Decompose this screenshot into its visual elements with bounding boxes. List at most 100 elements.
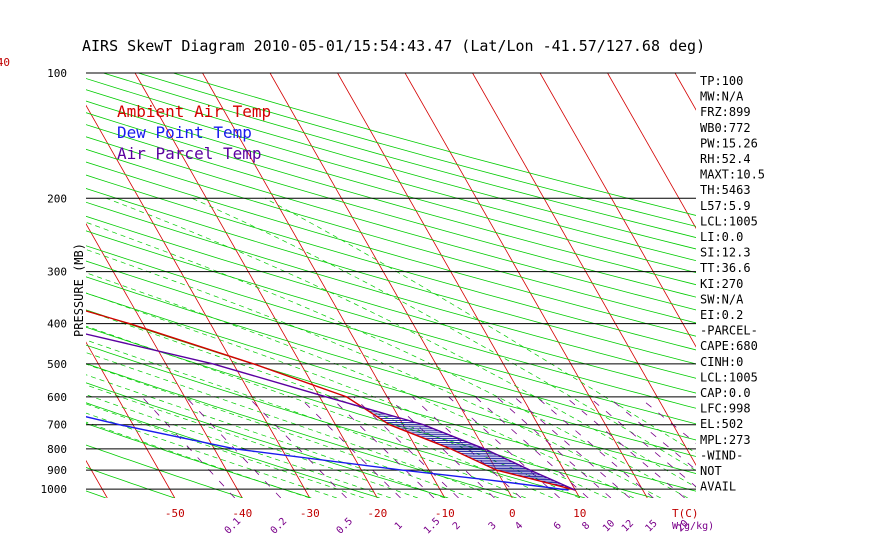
dry-adiabat-line — [86, 245, 696, 425]
isobar-layer — [86, 72, 696, 490]
bottom-temp-tick-label: -10 — [435, 507, 455, 520]
pressure-tick-label: 700 — [47, 419, 67, 432]
dry-adiabat-line — [86, 124, 696, 298]
moist-adiabat-line — [86, 412, 337, 498]
dry-adiabat-line — [86, 100, 696, 273]
dew-point-temp-line — [86, 416, 569, 491]
stability-index-label: CAP:0.0 — [700, 386, 751, 400]
stability-index-label: MW:N/A — [700, 90, 744, 104]
stability-index-label: LCL:1005 — [700, 214, 758, 228]
stability-index-label: CAPE:680 — [700, 339, 758, 353]
mixing-ratio-line — [536, 396, 654, 498]
bottom-temp-tick-label: -20 — [367, 507, 387, 520]
stability-index-label: L57:5.9 — [700, 199, 751, 213]
moist-adiabat-line — [191, 197, 696, 472]
mixing-ratio-line — [247, 396, 347, 498]
dry-adiabat-line — [86, 136, 696, 311]
stability-index-label: LI:0.0 — [700, 230, 743, 244]
mixing-ratio-tick-label: 0.5 — [335, 516, 356, 537]
dry-adiabat-line — [86, 276, 696, 457]
dry-adiabat-line — [86, 174, 696, 351]
stability-index-label: RH:52.4 — [700, 152, 751, 166]
pressure-tick-label: 600 — [47, 391, 67, 404]
stability-index-label: MAXT:10.5 — [700, 168, 765, 182]
ambient-air-temp-line — [86, 310, 576, 491]
isotherm-line — [607, 73, 696, 230]
dry-adiabat-line — [86, 363, 517, 498]
isotherm-line — [472, 73, 696, 466]
mixing-ratio-tick-label: 3 — [487, 520, 499, 532]
bottom-temp-tick-label: -30 — [300, 507, 320, 520]
legend-entry: Dew Point Temp — [117, 123, 252, 142]
stability-index-label: CINH:0 — [700, 355, 743, 369]
stability-index-label: EI:0.2 — [700, 308, 743, 322]
mixing-ratio-line — [185, 396, 282, 498]
dry-adiabat-line — [86, 423, 312, 498]
moist-adiabat-line — [86, 421, 310, 498]
isotherm-line — [86, 459, 108, 498]
pressure-tick-label: 100 — [47, 67, 67, 80]
mixing-ratio-tick-label: 4 — [513, 520, 525, 532]
dry-adiabat-line — [86, 78, 696, 250]
stability-index-label: SI:12.3 — [700, 246, 751, 260]
dry-adiabat-line — [86, 382, 449, 498]
legend-entry: Air Parcel Temp — [117, 144, 262, 163]
mixing-ratio-tick-label: 8 — [580, 520, 592, 532]
stability-index-label: TT:36.6 — [700, 261, 751, 275]
pressure-tick-label: 200 — [47, 192, 67, 205]
mixing-ratio-axis-label: W(g/kg) — [672, 521, 714, 532]
mixing-ratio-line — [607, 396, 696, 471]
stability-index-label: -PARCEL- — [700, 324, 758, 338]
isotherm-line — [269, 73, 513, 498]
stability-index-label: KI:270 — [700, 277, 743, 291]
mixing-ratio-tick-label: 6 — [552, 520, 564, 532]
pressure-tick-label: 300 — [47, 266, 67, 279]
isotherm-line — [539, 73, 696, 348]
mixing-ratio-tick-label: 10 — [601, 518, 617, 534]
stability-index-label: LCL:1005 — [700, 370, 758, 384]
pressure-tick-label: 800 — [47, 443, 67, 456]
chart-title: AIRS SkewT Diagram 2010-05-01/15:54:43.4… — [82, 37, 705, 55]
bottom-temp-tick-label: 0 — [509, 507, 516, 520]
stability-index-label: LFC:998 — [700, 402, 751, 416]
stability-index-label: SW:N/A — [700, 292, 744, 306]
legend: Ambient Air Temp Dew Point Temp Air Parcel… — [117, 102, 271, 163]
mixing-ratio-line — [638, 396, 696, 444]
moist-adiabat-line — [86, 292, 607, 498]
moist-adiabat-line — [86, 374, 445, 498]
dry-adiabat-line — [86, 230, 696, 409]
mixing-ratio-tick-label: 2 — [451, 520, 463, 532]
cape-shading — [362, 406, 572, 489]
dry-adiabat-line — [86, 490, 107, 498]
dry-adiabat-line — [86, 260, 696, 441]
dry-adiabat-line — [86, 402, 380, 498]
pressure-tick-label: 400 — [47, 318, 67, 331]
dry-adiabat-line — [86, 444, 243, 498]
moist-adiabat-line — [86, 249, 661, 498]
stability-index-label: NOT — [700, 464, 722, 478]
moist-adiabat-line — [86, 394, 391, 498]
stability-index-label: EL:502 — [700, 417, 743, 431]
stability-index-label: TP:100 — [700, 74, 743, 88]
dry-adiabat-line — [86, 161, 696, 337]
mixing-ratio-tick-label: 0.2 — [269, 516, 290, 537]
moist-adiabat-line — [86, 363, 472, 498]
mixing-ratio-line — [387, 396, 495, 498]
dry-adiabat-line — [86, 344, 586, 498]
dry-adiabat-line — [86, 89, 696, 262]
mixing-ratio-line — [412, 396, 522, 498]
stability-index-label: WB0:772 — [700, 121, 751, 135]
mixing-ratio-line — [588, 396, 696, 488]
top-temp-tick-label: -40 — [0, 56, 10, 69]
mixing-ratio-tick-label: 12 — [620, 518, 636, 534]
y-axis-label: PRESSURE (MB) — [72, 243, 86, 337]
isotherm-line — [337, 73, 581, 498]
air-parcel-temp-line — [86, 333, 576, 491]
dry-adiabat-line — [86, 292, 696, 474]
moist-adiabat-line — [86, 384, 418, 498]
mixing-ratio-line — [298, 396, 401, 498]
stability-index-label: AVAIL — [700, 480, 736, 494]
stability-index-label: PW:15.26 — [700, 136, 758, 150]
